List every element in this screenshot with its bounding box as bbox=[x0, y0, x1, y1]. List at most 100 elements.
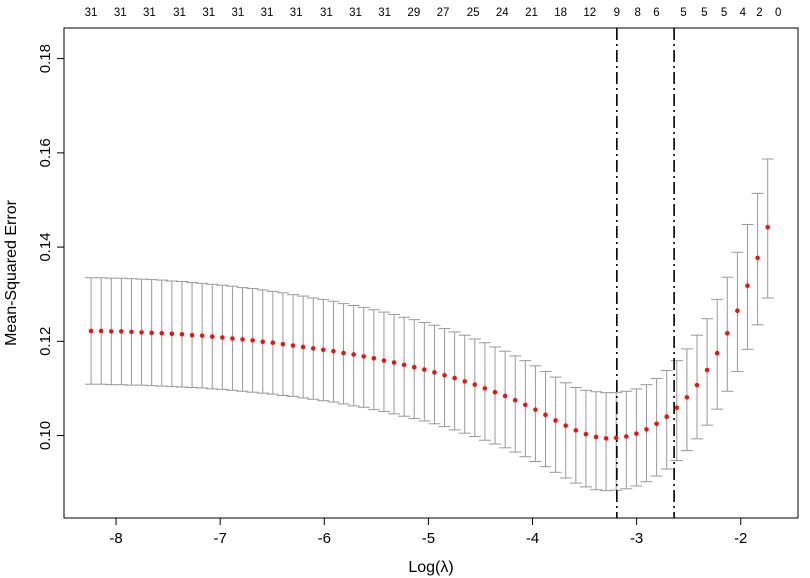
y-tick-label: 0.10 bbox=[37, 421, 54, 450]
mse-point bbox=[704, 367, 710, 373]
mse-point bbox=[573, 428, 579, 433]
top-axis-label: 31 bbox=[173, 7, 186, 19]
mse-point bbox=[502, 393, 508, 399]
mse-point bbox=[331, 348, 336, 354]
top-axis-label: 5 bbox=[701, 7, 707, 19]
top-axis-label: 31 bbox=[202, 7, 215, 19]
top-axis-label: 31 bbox=[320, 7, 333, 19]
mse-point bbox=[765, 224, 771, 230]
mse-point bbox=[159, 331, 165, 336]
plot-frame bbox=[63, 27, 799, 519]
x-axis: -8 -7 -6 -5 -4 -3 -2 bbox=[109, 517, 747, 547]
mse-point bbox=[684, 395, 690, 400]
mse-point bbox=[735, 308, 740, 313]
mse-point bbox=[492, 389, 498, 395]
mse-point bbox=[563, 423, 569, 428]
top-axis-label: 0 bbox=[775, 7, 781, 19]
x-tick-label: -7 bbox=[213, 530, 226, 547]
top-axis-label: 5 bbox=[721, 7, 727, 19]
mse-point bbox=[341, 350, 346, 356]
mse-point bbox=[321, 347, 326, 353]
top-axis-label: 31 bbox=[261, 7, 274, 19]
mse-point bbox=[714, 350, 720, 356]
mse-point bbox=[512, 397, 518, 403]
mse-point bbox=[250, 338, 255, 343]
mse-point bbox=[98, 328, 104, 334]
mse-point bbox=[664, 414, 670, 420]
top-axis-label: 31 bbox=[231, 7, 244, 19]
mse-point bbox=[593, 434, 599, 440]
reference-lines bbox=[616, 28, 675, 518]
x-axis-title: Log(λ) bbox=[408, 559, 453, 576]
mse-point bbox=[401, 362, 407, 368]
mse-point bbox=[209, 334, 215, 339]
mse-point bbox=[240, 337, 245, 342]
y-tick-label: 0.12 bbox=[37, 327, 54, 356]
mse-point bbox=[644, 427, 649, 432]
y-tick-label: 0.16 bbox=[37, 138, 54, 167]
mse-point bbox=[139, 330, 144, 335]
mse-point bbox=[290, 343, 296, 348]
mse-point bbox=[624, 434, 629, 439]
y-tick-label: 0.18 bbox=[37, 44, 54, 73]
mse-point bbox=[260, 339, 266, 345]
mse-point bbox=[523, 402, 528, 408]
mse-point bbox=[88, 328, 94, 334]
mse-point bbox=[603, 436, 609, 441]
mse-point bbox=[351, 352, 356, 357]
top-axis-label: 31 bbox=[85, 7, 98, 19]
x-tick-label: -5 bbox=[422, 530, 435, 547]
mse-point bbox=[169, 331, 175, 337]
top-axis-label: 31 bbox=[143, 7, 156, 19]
top-axis-label: 29 bbox=[407, 7, 420, 19]
x-tick-label: -6 bbox=[318, 530, 331, 547]
y-tick-label: 0.14 bbox=[37, 232, 54, 261]
mse-point bbox=[220, 335, 225, 340]
y-axis: 0.10 0.12 0.14 0.16 0.18 bbox=[37, 44, 65, 450]
x-tick-label: -4 bbox=[526, 530, 539, 547]
top-axis-label: 5 bbox=[680, 7, 686, 19]
top-axis-label: 31 bbox=[349, 7, 362, 19]
mse-point bbox=[634, 431, 639, 436]
mse-point bbox=[654, 421, 659, 427]
mse-point bbox=[300, 344, 306, 350]
top-axis-label: 31 bbox=[290, 7, 303, 19]
top-axis-label: 27 bbox=[437, 7, 450, 19]
mse-point bbox=[462, 379, 468, 384]
mse-point bbox=[543, 412, 548, 418]
y-axis-title: Mean-Squared Error bbox=[3, 199, 20, 346]
top-axis-label: 4 bbox=[740, 7, 747, 19]
mse-point bbox=[694, 382, 700, 388]
top-axis-label: 31 bbox=[114, 7, 127, 19]
mse-point bbox=[149, 330, 154, 336]
mse-point bbox=[270, 340, 276, 346]
mse-point bbox=[381, 358, 387, 363]
top-axis-label: 6 bbox=[653, 7, 659, 19]
top-axis-label: 8 bbox=[634, 7, 640, 19]
mse-point bbox=[280, 341, 286, 347]
mse-point bbox=[361, 354, 367, 359]
top-axis-label: 12 bbox=[583, 7, 596, 19]
x-tick-label: -3 bbox=[630, 530, 643, 547]
mse-point bbox=[230, 336, 235, 341]
top-axis-label: 31 bbox=[378, 7, 391, 19]
mse-point bbox=[189, 332, 195, 338]
mse-point bbox=[745, 283, 750, 289]
mse-point bbox=[422, 367, 427, 372]
mse-point bbox=[725, 331, 730, 336]
mse-point bbox=[411, 364, 417, 370]
top-axis-label: 18 bbox=[554, 7, 567, 19]
top-axis-label: 21 bbox=[525, 7, 538, 19]
mse-point bbox=[553, 418, 558, 423]
x-tick-label: -2 bbox=[734, 530, 747, 547]
mse-point bbox=[442, 372, 447, 378]
mse-point bbox=[533, 407, 538, 412]
top-axis-labels: 31 31 31 31 31 31 31 31 31 31 31 29 27 25 24 21 18 12 9 8 6 5… bbox=[85, 7, 782, 19]
mse-point bbox=[310, 346, 316, 351]
mse-point bbox=[755, 255, 760, 261]
mse-point bbox=[119, 329, 124, 334]
x-tick-label: -8 bbox=[109, 530, 122, 547]
mse-point bbox=[432, 370, 437, 375]
top-axis-label: 24 bbox=[496, 7, 509, 19]
